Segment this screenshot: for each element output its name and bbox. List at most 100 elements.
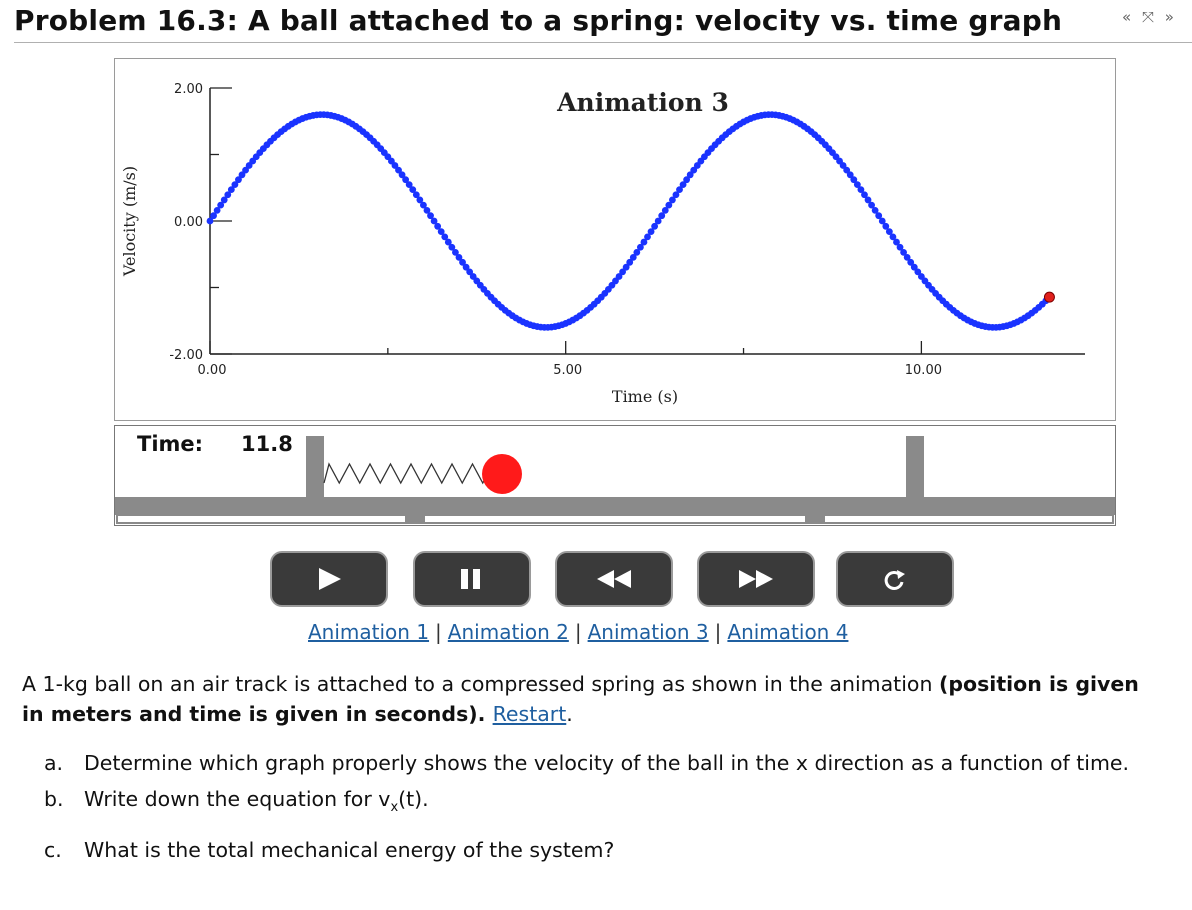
data-point	[861, 191, 868, 199]
data-point	[430, 217, 438, 225]
question-b-subscript: x	[390, 800, 399, 816]
title-divider	[14, 42, 1192, 43]
data-point	[242, 166, 249, 174]
header-nav: « ⤧ »	[1122, 8, 1180, 26]
data-point	[850, 176, 858, 184]
reload-icon	[884, 570, 905, 590]
animation-2-link[interactable]: Animation 2	[447, 620, 569, 644]
data-point	[405, 181, 413, 189]
problem-period: .	[477, 702, 493, 726]
data-point	[647, 228, 655, 235]
data-point	[452, 248, 459, 256]
data-point	[864, 196, 872, 204]
chart-title: Animation 3	[556, 88, 729, 117]
data-point	[227, 186, 235, 194]
x-tick-label: 10.00	[905, 363, 942, 378]
data-point	[665, 201, 673, 209]
data-point	[441, 233, 449, 241]
velocity-graph-panel: 2.00 0.00 -2.00 0.00 5.00 10.00 Animation 3 Tim…	[114, 58, 1116, 421]
track-base	[116, 514, 1114, 524]
link-separator: |	[714, 620, 722, 644]
air-track-scene	[115, 436, 1115, 524]
data-point	[868, 201, 875, 209]
track-support-left	[405, 513, 425, 523]
data-point	[444, 238, 452, 246]
pause-button[interactable]	[413, 551, 531, 607]
data-point	[423, 207, 431, 214]
next-icon[interactable]: »	[1164, 8, 1174, 26]
current-data-point	[1043, 291, 1055, 303]
air-track	[115, 497, 1115, 515]
data-point	[220, 196, 228, 204]
fast-forward-button[interactable]	[697, 551, 815, 607]
data-point	[661, 207, 669, 214]
data-point	[885, 228, 893, 235]
expand-icon[interactable]: ⤧	[1141, 8, 1154, 26]
data-point	[217, 201, 225, 209]
play-icon	[319, 568, 341, 590]
data-point	[231, 181, 239, 189]
data-point	[210, 212, 217, 220]
y-tick-label: 0.00	[174, 215, 203, 230]
data-point	[459, 258, 466, 266]
data-point	[629, 253, 637, 261]
x-axis-label: Time (s)	[612, 387, 678, 406]
data-point	[672, 191, 680, 199]
prev-icon[interactable]: «	[1122, 8, 1132, 26]
time-value: 11.8	[241, 432, 293, 456]
rewind-icon	[597, 570, 631, 588]
question-b-text: Write down the equation for v	[84, 787, 391, 811]
data-point	[907, 258, 915, 266]
right-wall	[906, 436, 924, 498]
rewind-button[interactable]	[555, 551, 673, 607]
problem-statement: A 1-kg ball on an air track is attached …	[22, 669, 1162, 729]
data-point	[395, 166, 402, 174]
y-tick-label: 2.00	[174, 82, 203, 97]
question-a: a. Determine which graph properly shows …	[44, 748, 1154, 778]
data-point	[871, 207, 879, 214]
data-point	[676, 186, 683, 194]
question-list: a. Determine which graph properly shows …	[44, 748, 1154, 865]
data-point	[420, 201, 427, 209]
problem-units-note: (position is given in meters and time is…	[22, 672, 1139, 726]
restart-button[interactable]	[836, 551, 954, 607]
x-tick-label: 5.00	[553, 363, 582, 378]
data-point	[893, 238, 900, 246]
data-point	[654, 217, 662, 225]
data-point	[633, 248, 641, 256]
data-point	[619, 268, 627, 276]
data-point	[466, 268, 474, 276]
link-separator: |	[435, 620, 442, 644]
data-point	[416, 196, 424, 204]
data-point	[437, 228, 445, 235]
data-point	[213, 207, 221, 214]
question-b: b. Write down the equation for vx(t).	[44, 784, 1154, 823]
left-wall	[306, 436, 324, 498]
x-tick-label: 0.00	[198, 363, 227, 378]
question-a-text: Determine which graph properly shows the…	[84, 751, 1130, 775]
animation-4-link[interactable]: Animation 4	[727, 620, 849, 644]
track-support-right	[805, 513, 825, 523]
question-c-text: What is the total mechanical energy of t…	[84, 838, 615, 863]
play-button[interactable]	[270, 551, 388, 607]
restart-link[interactable]: Restart	[492, 702, 567, 726]
question-c-label: c.	[44, 838, 62, 863]
animation-3-link[interactable]: Animation 3	[587, 620, 709, 644]
data-point	[434, 222, 442, 230]
data-point	[622, 263, 630, 271]
data-point	[843, 166, 851, 174]
fast-forward-icon	[739, 570, 773, 588]
data-point	[839, 162, 847, 169]
data-point	[896, 243, 904, 251]
y-axis-label: Velocity (m/s)	[120, 166, 139, 277]
data-point	[412, 191, 420, 199]
question-a-label: a.	[44, 751, 64, 775]
data-point	[853, 181, 861, 189]
ball	[482, 454, 522, 494]
spring-animation-panel: Time: 11.8	[114, 425, 1116, 526]
data-point	[462, 263, 470, 271]
data-point	[679, 181, 687, 189]
data-point	[636, 243, 644, 251]
animation-1-link[interactable]: Animation 1	[308, 620, 430, 644]
